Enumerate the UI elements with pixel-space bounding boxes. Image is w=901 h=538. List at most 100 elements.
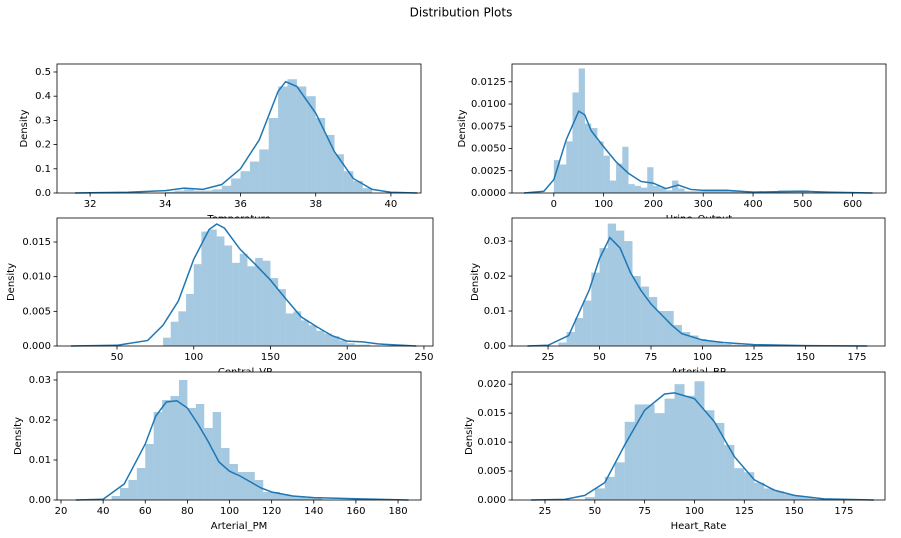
histogram-bar <box>644 404 655 500</box>
x-tick-label: 100 <box>220 506 239 517</box>
histogram-bar <box>202 190 213 193</box>
x-tick-label: 600 <box>843 199 862 210</box>
histogram-bar <box>111 496 120 500</box>
kde-line <box>75 400 409 501</box>
histogram-bar <box>262 260 271 346</box>
y-tick-label: 0.000 <box>477 495 506 506</box>
histogram-bar <box>607 223 617 346</box>
histogram-bar <box>603 155 610 193</box>
plot-background <box>57 218 433 346</box>
histogram-bar <box>653 185 660 193</box>
histogram-bar <box>254 480 264 500</box>
x-tick-label: 100 <box>184 352 203 363</box>
histogram-bar <box>616 230 625 346</box>
histogram-bar <box>246 472 255 500</box>
subplot: 0 100 200 300 400 500 600 0.0000 0.0025 0.0050 0.0… <box>457 63 887 225</box>
histogram-bar <box>672 180 679 193</box>
x-tick-label: 40 <box>385 199 398 210</box>
y-tick-label: 0.02 <box>29 415 51 426</box>
histogram-bar <box>280 494 289 500</box>
histogram-bar <box>255 257 263 346</box>
histogram-bar <box>604 476 615 500</box>
histogram-bar <box>186 293 194 346</box>
x-tick-label: 75 <box>638 506 651 517</box>
histogram-bar <box>657 311 666 346</box>
histogram-bar <box>278 289 286 346</box>
histogram-bar <box>640 286 649 346</box>
histogram-bar <box>728 191 754 193</box>
histogram-bar <box>285 313 294 346</box>
histogram-bar <box>673 325 682 346</box>
histogram-bar <box>664 398 675 500</box>
histogram-bar <box>647 167 654 193</box>
histogram-bar <box>153 412 163 500</box>
subplot: 25 50 75 100 125 150 175 0.000 0.005 0.010 0.015 0.… <box>464 371 886 532</box>
histogram-bar <box>648 297 658 346</box>
histogram-bar <box>624 421 635 500</box>
histogram-bar <box>308 325 317 346</box>
x-tick-label: 25 <box>542 352 555 363</box>
histogram-bar <box>201 231 210 346</box>
histogram-bar <box>353 180 363 193</box>
histogram-bar <box>674 384 685 500</box>
x-tick-label: 200 <box>338 352 357 363</box>
plot-background <box>57 64 421 193</box>
y-tick-label: 0.00 <box>484 341 506 352</box>
x-tick-label: 160 <box>346 506 365 517</box>
histogram-bar <box>558 342 567 346</box>
x-tick-label: 100 <box>693 352 712 363</box>
y-tick-label: 0.01 <box>29 455 51 466</box>
kde-line <box>523 110 873 194</box>
histogram-bar <box>723 343 732 346</box>
histogram-bar <box>764 488 775 500</box>
histogram-bar <box>665 190 673 193</box>
x-tick-label: 300 <box>694 199 713 210</box>
y-axis-label: Density <box>464 417 475 455</box>
histogram-bar <box>212 412 222 500</box>
histogram-bar <box>583 300 592 346</box>
histogram-bar <box>187 408 196 500</box>
histogram-bar <box>204 428 213 500</box>
histogram-bar <box>784 494 795 500</box>
histogram-bar <box>339 340 348 346</box>
histogram-bar <box>195 404 205 500</box>
y-tick-label: 0.010 <box>477 437 506 448</box>
kde-line <box>70 223 417 347</box>
y-tick-label: 0.3 <box>35 115 51 126</box>
histogram-bar <box>634 185 641 193</box>
y-tick-label: 0.4 <box>35 91 51 102</box>
histogram-bar <box>724 444 735 500</box>
histogram-bar <box>640 187 648 193</box>
histogram-bar <box>734 468 745 500</box>
histogram-bar <box>178 380 188 500</box>
axes-frame <box>56 63 422 194</box>
x-tick-label: 150 <box>261 352 280 363</box>
figure-title: Distribution Plots <box>410 6 513 20</box>
histogram-bar <box>703 189 729 193</box>
axes-frame <box>56 371 422 501</box>
x-tick-label: 250 <box>414 352 433 363</box>
histogram-bar <box>145 444 154 500</box>
histogram-bar <box>119 488 129 500</box>
histogram-bar <box>212 189 222 193</box>
histogram-bar <box>306 96 316 193</box>
histogram-bar <box>247 266 256 346</box>
histogram-bar <box>240 171 250 193</box>
y-tick-label: 0.005 <box>477 466 506 477</box>
histogram-bar <box>698 339 707 346</box>
plot-background <box>512 64 886 193</box>
histogram-bar <box>278 86 288 193</box>
x-tick-label: 34 <box>159 199 172 210</box>
histogram-bar <box>259 149 269 193</box>
histogram-bar <box>354 344 363 346</box>
axes-frame <box>56 217 434 347</box>
histogram-bar <box>221 185 232 193</box>
y-tick-label: 0.015 <box>22 237 51 248</box>
x-tick-label: 80 <box>181 506 194 517</box>
x-tick-label: 50 <box>588 506 601 517</box>
y-tick-label: 0.0075 <box>471 121 506 132</box>
histogram-bar <box>714 342 724 346</box>
histogram-bar <box>249 161 260 193</box>
histogram-bar <box>574 318 584 346</box>
